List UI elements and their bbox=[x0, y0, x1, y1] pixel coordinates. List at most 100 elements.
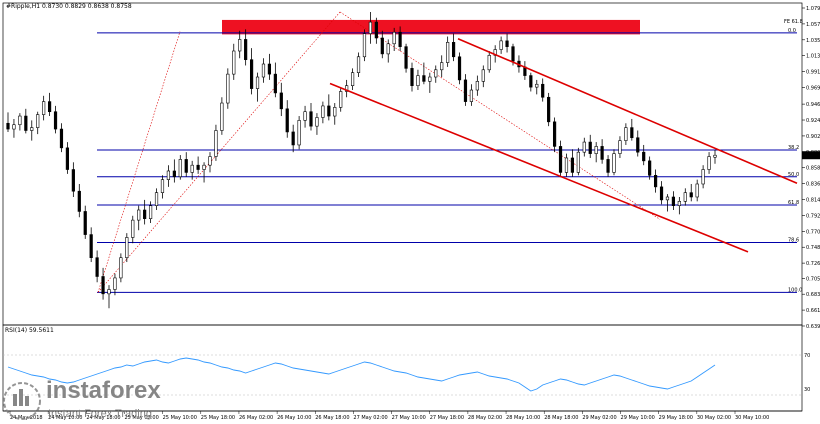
candle-body bbox=[160, 179, 165, 193]
candle-body bbox=[119, 257, 123, 279]
price-tick-label: 1.0135 bbox=[806, 54, 820, 60]
price-tick-label: 0.7055 bbox=[806, 276, 820, 282]
candle-body bbox=[345, 85, 349, 92]
candle-body bbox=[12, 124, 16, 130]
candle-body bbox=[24, 115, 28, 131]
symbol-title: #Ripple,H1 0.8730 0.8829 0.8638 0.8758 bbox=[6, 3, 132, 10]
candle-body bbox=[422, 75, 426, 82]
candle-body bbox=[273, 73, 277, 94]
candle-body bbox=[315, 117, 319, 127]
fib-level-label: 100.0 bbox=[788, 287, 802, 293]
price-tick-label: 0.6395 bbox=[806, 324, 820, 330]
candle-body bbox=[564, 157, 569, 173]
candle-body bbox=[101, 276, 105, 295]
candle-body bbox=[511, 46, 515, 62]
candle-body bbox=[113, 277, 117, 290]
price-tick-label: 0.9025 bbox=[806, 134, 820, 140]
candle-body bbox=[451, 42, 456, 58]
candle-body bbox=[642, 151, 646, 162]
candle-body bbox=[386, 43, 390, 55]
current-price-marker bbox=[802, 151, 820, 160]
candle-body bbox=[535, 83, 539, 88]
candle-body bbox=[404, 46, 408, 69]
candle-body bbox=[362, 33, 367, 58]
price-tick-label: 0.7705 bbox=[806, 229, 820, 235]
candle-body bbox=[600, 146, 604, 160]
price-tick-label: 1.0575 bbox=[806, 22, 820, 28]
time-tick-label: 25 May 18:00 bbox=[201, 415, 235, 421]
candle-body bbox=[143, 209, 147, 219]
candle-body bbox=[232, 50, 236, 75]
candle-body bbox=[107, 289, 111, 295]
candle-body bbox=[291, 131, 295, 146]
time-tick-label: 29 May 10:00 bbox=[621, 415, 655, 421]
candle-body bbox=[612, 153, 616, 173]
candle-body bbox=[285, 108, 289, 133]
candle-body bbox=[77, 190, 81, 212]
candle-body bbox=[558, 146, 563, 173]
candle-body bbox=[166, 170, 171, 180]
candle-body bbox=[457, 56, 462, 81]
candle-body bbox=[552, 121, 557, 147]
fib-extension-dotted-line bbox=[339, 11, 661, 220]
candle-body bbox=[154, 192, 159, 206]
candle-body bbox=[244, 39, 248, 60]
candle-body bbox=[71, 169, 75, 192]
candle-body bbox=[297, 120, 301, 146]
price-tick-label: 0.9465 bbox=[806, 102, 820, 108]
channel-upper-line bbox=[457, 37, 798, 184]
price-tick-label: 0.6835 bbox=[806, 292, 820, 298]
time-tick-label: 29 May 18:00 bbox=[659, 415, 693, 421]
candle-body bbox=[279, 92, 283, 110]
price-tick-label: 1.0795 bbox=[806, 6, 820, 12]
fib-level-label: 61.8 bbox=[788, 200, 799, 206]
candle-body bbox=[570, 157, 575, 173]
candle-body bbox=[428, 76, 432, 82]
candle-body bbox=[309, 111, 313, 127]
time-tick-label: 28 May 10:00 bbox=[506, 415, 540, 421]
candle-body bbox=[220, 102, 224, 131]
candle-body bbox=[30, 127, 34, 131]
candle-body bbox=[416, 75, 420, 86]
candle-body bbox=[636, 137, 640, 153]
candle-body bbox=[588, 141, 592, 154]
price-tick-label: 0.7925 bbox=[806, 213, 820, 219]
candle-body bbox=[392, 31, 396, 45]
candle-body bbox=[446, 42, 450, 63]
candle-body bbox=[6, 122, 10, 130]
candle-body bbox=[89, 234, 93, 259]
candle-body bbox=[172, 170, 176, 178]
time-tick-label: 27 May 18:00 bbox=[430, 415, 464, 421]
candle-body bbox=[576, 151, 580, 173]
price-tick-label: 0.8365 bbox=[806, 182, 820, 188]
candle-body bbox=[469, 89, 474, 102]
candle-body bbox=[249, 59, 254, 89]
candle-body bbox=[184, 159, 188, 173]
candle-body bbox=[582, 141, 586, 153]
price-tick-label: 0.8585 bbox=[806, 166, 820, 172]
rsi-level-30: 30 bbox=[804, 387, 810, 393]
fib-level-label: 0.0 bbox=[788, 28, 796, 34]
instaforex-logo: instaforex Instant Forex Trading bbox=[3, 377, 161, 420]
candle-body bbox=[659, 186, 664, 201]
time-tick-label: 28 May 02:00 bbox=[468, 415, 502, 421]
time-tick-label: 24 May 18:00 bbox=[86, 415, 120, 421]
current-price-label: 0.8758 bbox=[803, 153, 820, 159]
candle-body bbox=[18, 115, 22, 126]
candle-body bbox=[630, 127, 634, 139]
logo-tagline: Instant Forex Trading bbox=[48, 408, 152, 420]
candle-body bbox=[594, 146, 598, 154]
candle-body bbox=[95, 257, 99, 277]
channel-lower-line bbox=[329, 82, 749, 253]
candle-body bbox=[671, 196, 676, 206]
candle-body bbox=[137, 209, 141, 221]
candle-body bbox=[505, 40, 509, 47]
candle-body bbox=[36, 114, 40, 128]
candle-body bbox=[148, 205, 153, 219]
price-tick-label: 0.7265 bbox=[806, 261, 820, 267]
candle-body bbox=[83, 211, 87, 235]
fib-zone-label: FE 61.8 bbox=[784, 19, 803, 25]
candle-body bbox=[653, 175, 658, 188]
price-tick-label: 1.0355 bbox=[806, 38, 820, 44]
candle-body bbox=[695, 183, 699, 198]
